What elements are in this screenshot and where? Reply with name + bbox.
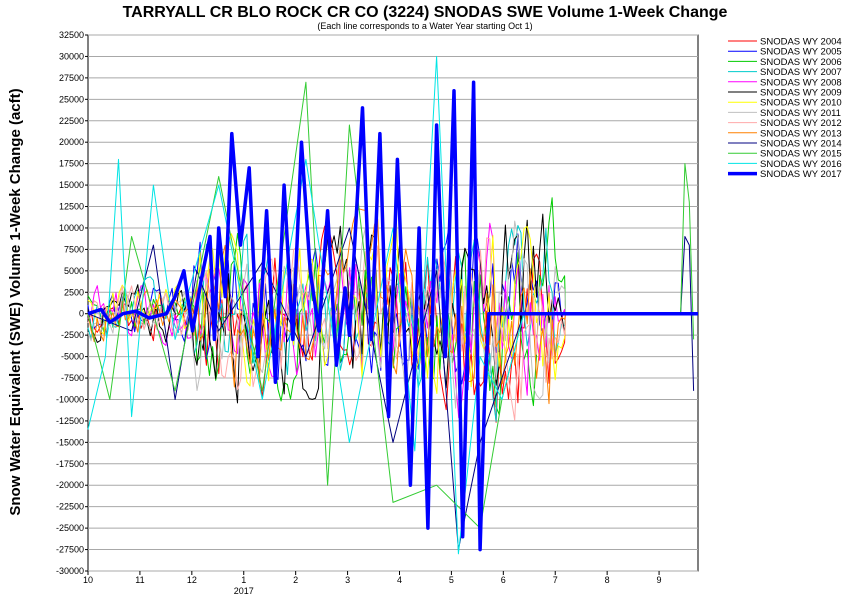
legend-entry: SNODAS WY 2004 xyxy=(760,37,842,48)
legend-entry: SNODAS WY 2017 xyxy=(760,169,842,180)
legend-entry: SNODAS WY 2010 xyxy=(760,98,842,109)
y-tick-label: 20000 xyxy=(59,137,84,147)
series-layer xyxy=(87,55,698,555)
legend-entry: SNODAS WY 2006 xyxy=(760,57,842,68)
legend-entry: SNODAS WY 2005 xyxy=(760,47,842,58)
y-tick-label: 17500 xyxy=(59,159,84,169)
legend-entry: SNODAS WY 2016 xyxy=(760,159,842,170)
y-tick-label: -22500 xyxy=(56,502,84,512)
x-tick-label: 2 xyxy=(293,575,298,585)
legend-entry: SNODAS WY 2011 xyxy=(760,108,841,119)
x-tick-label: 8 xyxy=(605,575,610,585)
y-tick-label: 30000 xyxy=(59,51,84,61)
y-tick-label: 12500 xyxy=(59,202,84,212)
x-tick-label: 5 xyxy=(449,575,454,585)
y-tick-label: 27500 xyxy=(59,73,84,83)
y-tick-label: 2500 xyxy=(64,287,84,297)
legend-entry: SNODAS WY 2012 xyxy=(760,118,842,129)
y-tick-label: -30000 xyxy=(56,566,84,576)
series-line xyxy=(87,55,698,555)
x-tick-label: 6 xyxy=(501,575,506,585)
y-tick-label: 22500 xyxy=(59,116,84,126)
y-tick-label: -15000 xyxy=(56,437,84,447)
chart-title: TARRYALL CR BLO ROCK CR CO (3224) SNODAS… xyxy=(123,4,728,21)
y-tick-label: -17500 xyxy=(56,459,84,469)
y-axis-label: Snow Water Equivalent (SWE) Volume 1-Wee… xyxy=(7,88,24,515)
y-tick-label: 10000 xyxy=(59,223,84,233)
legend-entry: SNODAS WY 2015 xyxy=(760,149,842,160)
legend-entry: SNODAS WY 2009 xyxy=(760,88,842,99)
x-tick-label: 1 xyxy=(241,575,246,585)
y-tick-label: 7500 xyxy=(64,244,84,254)
legend-entry: SNODAS WY 2008 xyxy=(760,77,842,88)
y-tick-label: -10000 xyxy=(56,394,84,404)
y-tick-label: 32500 xyxy=(59,30,84,40)
y-tick-label: 25000 xyxy=(59,94,84,104)
series-line xyxy=(87,213,691,404)
x-tick-label: 4 xyxy=(397,575,402,585)
legend-entry: SNODAS WY 2013 xyxy=(760,128,842,139)
x-tick-label: 3 xyxy=(345,575,350,585)
y-tick-label: 5000 xyxy=(64,266,84,276)
x-tick-label: 9 xyxy=(657,575,662,585)
legend-entry: SNODAS WY 2014 xyxy=(760,139,842,150)
y-tick-label: -27500 xyxy=(56,545,84,555)
y-tick-label: 15000 xyxy=(59,180,84,190)
series-line xyxy=(87,80,698,552)
y-tick-label: -7500 xyxy=(61,373,84,383)
y-tick-label: -5000 xyxy=(61,352,84,362)
legend-entry: SNODAS WY 2007 xyxy=(760,67,842,78)
y-tick-label: -12500 xyxy=(56,416,84,426)
y-axis: 3250030000275002500022500200001750015000… xyxy=(56,30,88,576)
y-tick-label: 0 xyxy=(79,309,84,319)
y-tick-label: -25000 xyxy=(56,523,84,533)
x-tick-label: 11 xyxy=(135,575,144,585)
x-tick-label: 7 xyxy=(553,575,558,585)
x-tick-label: 12 xyxy=(187,575,197,585)
x-year-label: 2017 xyxy=(234,586,254,596)
y-tick-label: -20000 xyxy=(56,480,84,490)
chart-subtitle: (Each line corresponds to a Water Year s… xyxy=(317,21,532,31)
x-tick-label: 10 xyxy=(83,575,93,585)
y-tick-label: -2500 xyxy=(61,330,84,340)
